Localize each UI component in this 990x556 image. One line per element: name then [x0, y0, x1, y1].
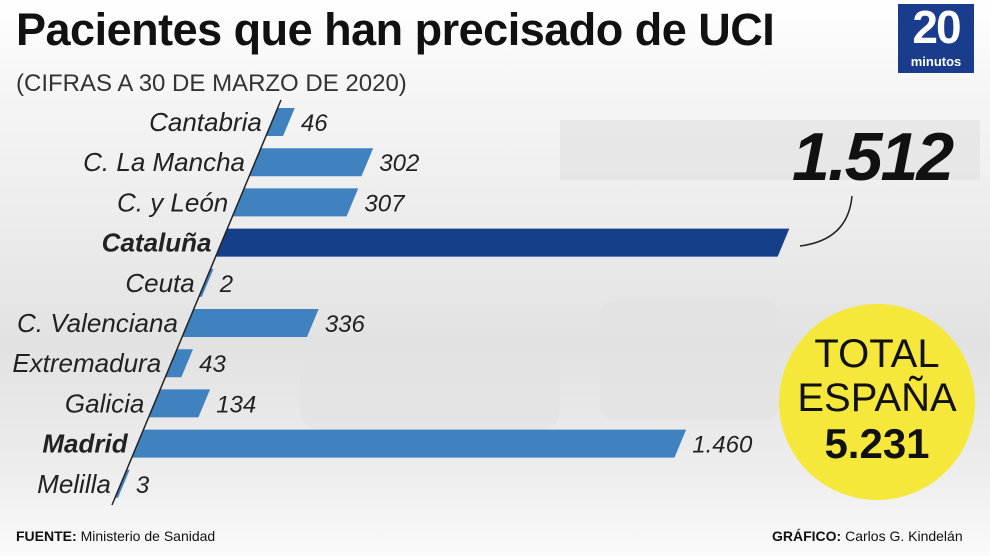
bar-cataluna	[215, 228, 790, 257]
category-label-cataluna: Cataluña	[102, 228, 212, 258]
total-circle: TOTAL ESPAÑA 5.231	[779, 304, 975, 500]
footer-credit-text: Carlos G. Kindelán	[845, 528, 963, 544]
category-label-madrid: Madrid	[42, 429, 128, 459]
value-label-c-la-mancha: 302	[379, 150, 419, 177]
logo-number: 20	[912, 1, 961, 53]
value-label-cantabria: 46	[301, 110, 328, 137]
highlight-value: 1.512	[792, 119, 954, 195]
bg-cabinet	[560, 120, 980, 180]
highlight-connector	[799, 195, 853, 247]
value-label-c-y-leon: 307	[364, 190, 406, 217]
20minutos-logo: 20 minutos	[898, 1, 974, 73]
chart-title: Pacientes que han precisado de UCI	[16, 4, 775, 55]
value-label-galicia: 134	[216, 391, 256, 418]
category-label-galicia: Galicia	[65, 388, 144, 418]
bar-madrid	[131, 429, 687, 458]
category-label-c-la-mancha: C. La Mancha	[83, 147, 245, 177]
bg-bed-2	[600, 300, 780, 420]
bar-extremadura	[165, 349, 193, 378]
total-value: 5.231	[824, 420, 930, 467]
footer-source: FUENTE: Ministerio de Sanidad	[16, 528, 215, 544]
value-label-melilla: 3	[136, 472, 150, 499]
category-label-cantabria: Cantabria	[149, 107, 262, 137]
footer-source-text: Ministerio de Sanidad	[80, 528, 216, 544]
bg-bed	[300, 330, 560, 430]
bar-c-la-mancha	[249, 148, 374, 177]
category-label-extremadura: Extremadura	[12, 348, 161, 378]
value-label-madrid: 1.460	[692, 432, 753, 459]
total-label-line2: ESPAÑA	[797, 376, 957, 420]
category-label-melilla: Melilla	[37, 469, 111, 499]
total-label-line1: TOTAL	[814, 332, 940, 376]
chart-subtitle: (CIFRAS A 30 DE MARZO DE 2020)	[16, 70, 407, 97]
bar-c-valenciana	[182, 309, 319, 337]
category-label-ceuta: Ceuta	[125, 268, 194, 298]
axis-line	[111, 99, 282, 506]
bar-galicia	[148, 389, 211, 418]
value-label-c-valenciana: 336	[325, 311, 366, 338]
bar-c-y-leon	[232, 188, 359, 217]
footer-source-label: FUENTE:	[16, 528, 77, 544]
logo-word: minutos	[910, 54, 962, 69]
category-label-c-valenciana: C. Valenciana	[17, 308, 178, 338]
category-label-c-y-leon: C. y León	[117, 187, 228, 217]
footer-credit: GRÁFICO: Carlos G. Kindelán	[772, 528, 963, 544]
value-label-ceuta: 2	[219, 271, 233, 298]
value-label-extremadura: 43	[199, 351, 226, 378]
bar-cantabria	[265, 108, 295, 136]
footer-credit-label: GRÁFICO:	[772, 528, 842, 544]
